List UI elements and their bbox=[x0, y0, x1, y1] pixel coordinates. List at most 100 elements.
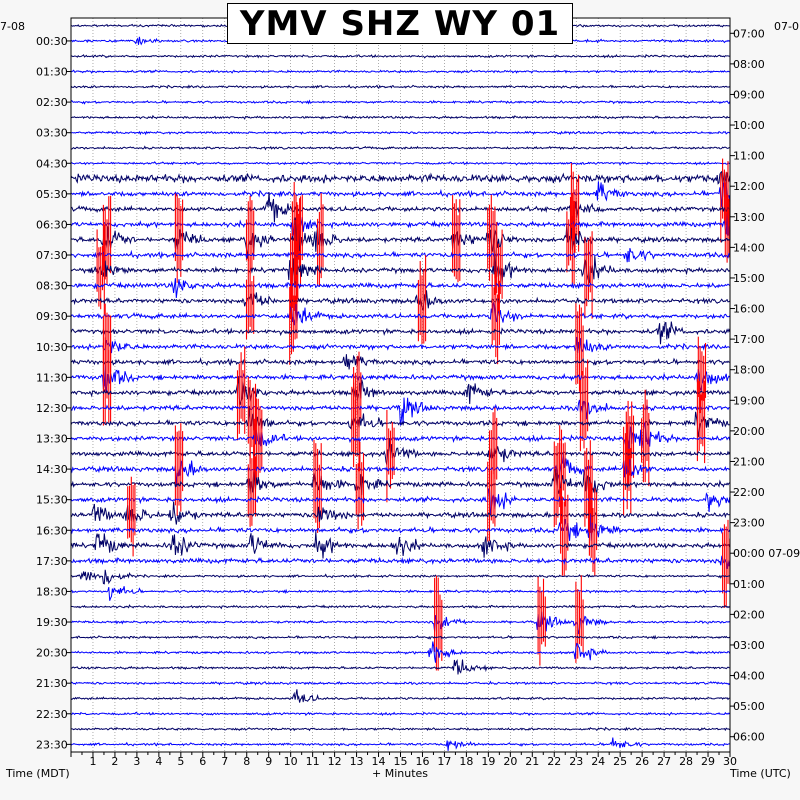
right-tick-label: 11:00 bbox=[733, 150, 765, 163]
x-tick-label: 22 bbox=[547, 755, 561, 768]
right-tick-label: 07:00 bbox=[733, 27, 765, 40]
right-tick-label: 09:00 bbox=[733, 88, 765, 101]
right-tick-label: 06:00 bbox=[733, 731, 765, 744]
right-axis-label: Time (UTC) bbox=[730, 767, 791, 780]
trace-row-10 bbox=[70, 170, 731, 185]
x-tick-label: 29 bbox=[701, 755, 715, 768]
right-tick-label: 12:00 bbox=[733, 180, 765, 193]
x-tick-label: 26 bbox=[635, 755, 649, 768]
right-tick-label: 20:00 bbox=[733, 425, 765, 438]
x-tick-label: 28 bbox=[679, 755, 693, 768]
x-tick-label: 25 bbox=[613, 755, 627, 768]
trace-row-2 bbox=[70, 53, 730, 59]
right-tick-label: 18:00 bbox=[733, 364, 765, 377]
trace-row-11 bbox=[70, 181, 731, 207]
right-tick-label: 17:00 bbox=[733, 333, 765, 346]
right-tick-label: 19:00 bbox=[733, 394, 765, 407]
right-tick-label: 03:00 bbox=[733, 639, 765, 652]
trace-row-16 bbox=[70, 246, 731, 288]
left-tick-label: 19:30 bbox=[36, 616, 68, 629]
trace-row-37 bbox=[70, 586, 731, 601]
trace-row-31 bbox=[70, 486, 731, 515]
right-tick-label: 16:00 bbox=[733, 303, 765, 316]
trace-row-41 bbox=[70, 641, 731, 663]
x-tick-label: 18 bbox=[459, 755, 473, 768]
trace-row-24 bbox=[70, 377, 731, 405]
trace-row-9 bbox=[70, 161, 731, 166]
left-tick-label: 11:30 bbox=[36, 371, 68, 384]
trace-row-26 bbox=[70, 406, 730, 438]
right-tick-label: 02:00 bbox=[733, 608, 765, 621]
x-tick-label: 3 bbox=[133, 755, 140, 768]
trace-row-44 bbox=[70, 689, 730, 703]
trace-row-20 bbox=[70, 321, 731, 345]
x-tick-label: 20 bbox=[503, 755, 517, 768]
trace-row-40 bbox=[70, 634, 731, 640]
x-tick-label: 2 bbox=[111, 755, 118, 768]
x-tick-label: 8 bbox=[243, 755, 250, 768]
right-tick-label: 23:00 bbox=[733, 517, 765, 530]
x-tick-label: 4 bbox=[155, 755, 162, 768]
left-tick-label: 22:30 bbox=[36, 708, 68, 721]
left-tick-label: 23:30 bbox=[36, 738, 68, 751]
x-tick-label: 24 bbox=[591, 755, 605, 768]
right-tick-label: 04:00 bbox=[733, 670, 765, 683]
left-tick-label: 03:30 bbox=[36, 127, 68, 140]
left-tick-label: 05:30 bbox=[36, 188, 68, 201]
trace-row-17 bbox=[70, 278, 731, 299]
right-tick-label: 05:00 bbox=[733, 700, 765, 713]
left-tick-label: 18:30 bbox=[36, 585, 68, 598]
left-tick-label: 12:30 bbox=[36, 402, 68, 415]
left-tick-label: 01:30 bbox=[36, 66, 68, 79]
left-tick-label: 04:30 bbox=[36, 157, 68, 170]
x-axis-label: + Minutes bbox=[372, 767, 429, 780]
left-tick-label: 06:30 bbox=[36, 218, 68, 231]
trace-row-34 bbox=[70, 531, 731, 559]
x-tick-label: 15 bbox=[394, 755, 408, 768]
left-tick-label: 15:30 bbox=[36, 494, 68, 507]
trace-row-47 bbox=[70, 737, 730, 751]
left-tick-label: 08:30 bbox=[36, 280, 68, 293]
trace-row-4 bbox=[70, 84, 731, 90]
x-tick-label: 23 bbox=[569, 755, 583, 768]
trace-row-18 bbox=[70, 290, 731, 311]
left-tick-label: 14:30 bbox=[36, 463, 68, 476]
trace-row-25 bbox=[70, 397, 731, 426]
x-tick-label: 14 bbox=[372, 755, 386, 768]
right-tick-label: 00:00 07-09 bbox=[733, 547, 800, 560]
trace-row-15 bbox=[70, 247, 731, 263]
trace-row-33 bbox=[70, 514, 731, 541]
left-tick-label: 21:30 bbox=[36, 677, 68, 690]
x-tick-label: 13 bbox=[350, 755, 364, 768]
trace-row-35 bbox=[70, 555, 731, 569]
trace-row-45 bbox=[70, 711, 731, 717]
trace-row-21 bbox=[70, 336, 730, 354]
trace-row-23 bbox=[70, 364, 731, 392]
x-tick-label: 6 bbox=[199, 755, 206, 768]
x-tick-label: 19 bbox=[481, 755, 495, 768]
x-tick-label: 17 bbox=[437, 755, 451, 768]
left-tick-label: 17:30 bbox=[36, 555, 68, 568]
x-tick-label: 7 bbox=[221, 755, 228, 768]
x-tick-label: 5 bbox=[177, 755, 184, 768]
trace-row-7 bbox=[70, 130, 731, 136]
right-tick-label: 21:00 bbox=[733, 455, 765, 468]
chart-title: YMV SHZ WY 01 bbox=[239, 3, 561, 44]
x-tick-label: 27 bbox=[657, 755, 671, 768]
x-tick-label: 12 bbox=[328, 755, 342, 768]
trace-row-30 bbox=[70, 468, 731, 496]
x-tick-label: 9 bbox=[265, 755, 272, 768]
trace-row-5 bbox=[70, 99, 731, 105]
trace-row-46 bbox=[70, 726, 731, 732]
trace-row-42 bbox=[70, 658, 730, 675]
left-tick-label: 07:30 bbox=[36, 249, 68, 262]
trace-row-32 bbox=[70, 501, 730, 525]
left-tick-label: 16:30 bbox=[36, 524, 68, 537]
left-tick-label: 09:30 bbox=[36, 310, 68, 323]
right-tick-label: 22:00 bbox=[733, 486, 765, 499]
x-tick-label: 16 bbox=[415, 755, 429, 768]
left-tick-label: 10:30 bbox=[36, 341, 68, 354]
left-tick-label: 00:30 bbox=[36, 35, 68, 48]
x-tick-label: 21 bbox=[525, 755, 539, 768]
